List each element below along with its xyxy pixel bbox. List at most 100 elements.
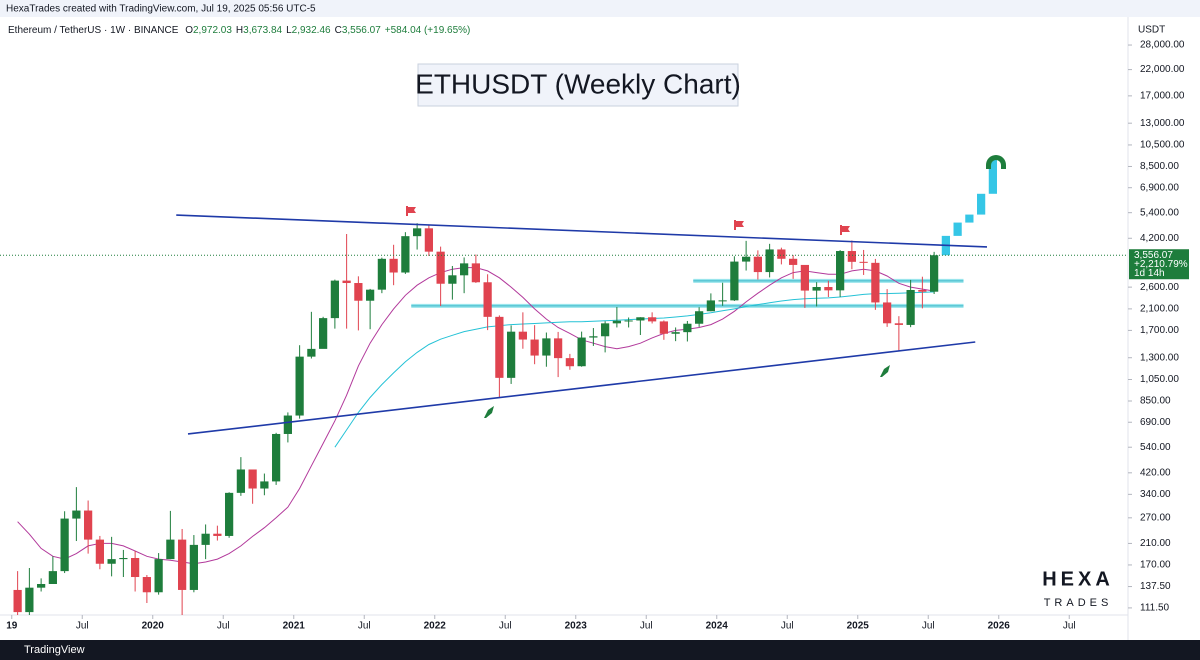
candle-body [283, 415, 292, 434]
candle-body [178, 539, 187, 590]
candle-body [577, 337, 586, 367]
candle-body [142, 577, 151, 593]
candle-body [413, 228, 422, 237]
candle-body [260, 481, 269, 489]
candle-body [119, 557, 128, 560]
x-tick-label: Jul [781, 621, 794, 632]
footer [0, 640, 1200, 660]
x-tick-label: 2023 [565, 621, 588, 632]
flag-icon [736, 221, 744, 227]
projection-bar [988, 158, 997, 194]
candle-body [295, 356, 304, 416]
candle-body [307, 348, 316, 357]
candle-body [530, 339, 539, 356]
candle-body [883, 302, 892, 324]
candle-body [718, 300, 727, 302]
x-tick-label: 2021 [283, 621, 306, 632]
candle-body [800, 264, 809, 291]
projection-bar [953, 222, 962, 236]
symbol-info: Ethereum / TetherUS · 1W · BINANCE O2,97… [8, 25, 470, 36]
magnet-icon [986, 155, 1006, 169]
candle-body [918, 289, 927, 292]
candle-body [894, 323, 903, 325]
y-tick-label: 850.00 [1140, 396, 1171, 407]
candle-body [765, 249, 774, 273]
candle-body [906, 289, 915, 325]
flags [406, 206, 850, 235]
y-tick-label: 4,200.00 [1140, 233, 1179, 244]
candle-body [930, 255, 939, 292]
candle-body [319, 318, 328, 349]
last-price-box [1129, 249, 1189, 280]
candle-body [401, 236, 410, 273]
candle-body [777, 249, 786, 259]
projection-bar [965, 214, 974, 223]
x-tick-label: 2022 [424, 621, 447, 632]
x-tick-label: 2025 [847, 621, 870, 632]
credit: HexaTrades created with TradingView.com,… [6, 4, 316, 15]
ohlc-value: 3,673.84 [243, 25, 282, 36]
candle-body [683, 323, 692, 333]
candle-body [248, 469, 257, 489]
candle-body [730, 261, 739, 301]
candle-body [330, 280, 339, 319]
candle-body [812, 287, 821, 291]
candle-body [37, 583, 46, 588]
candle-body [542, 338, 551, 356]
trendline [176, 214, 988, 248]
flag-icon [406, 206, 408, 216]
candle-body [131, 557, 140, 578]
candle-body [518, 331, 527, 340]
x-tick-label: Jul [358, 621, 371, 632]
ohlc-label: H [236, 25, 243, 36]
ohlc-value: 2,932.46 [292, 25, 331, 36]
candle-body [354, 283, 363, 301]
candle-body [166, 539, 175, 560]
candle-body [742, 256, 751, 262]
last-price-change: +2,210.79% [1134, 259, 1188, 270]
chart-title: ETHUSDT (Weekly Chart) [415, 68, 741, 99]
axis-unit: USDT [1138, 25, 1165, 36]
last-price: 3,556.07 [1134, 250, 1173, 261]
trendline [187, 341, 976, 435]
candle-body [624, 320, 633, 322]
y-tick-label: 170.00 [1140, 560, 1171, 571]
moving-average [334, 291, 935, 448]
candle-body [695, 311, 704, 324]
logo: TRADES [1044, 597, 1113, 609]
y-tick-label: 2,100.00 [1140, 304, 1179, 315]
candle-body [436, 251, 445, 284]
candle-body [471, 263, 480, 283]
candle-body [483, 282, 492, 317]
y-tick-label: 1,300.00 [1140, 352, 1179, 363]
candle-body [154, 559, 163, 593]
y-tick-label: 22,000.00 [1140, 64, 1185, 75]
candle-body [589, 336, 598, 338]
candle-body [189, 544, 198, 590]
candle-body [565, 358, 574, 367]
ohlc-value: 2,972.03 [193, 25, 232, 36]
candle-body [448, 275, 457, 284]
candle-body [48, 571, 57, 584]
ohlc-label: L [286, 25, 292, 36]
candle-body [342, 280, 351, 284]
y-tick-label: 6,900.00 [1140, 182, 1179, 193]
y-tick-label: 690.00 [1140, 417, 1171, 428]
y-tick-label: 2,600.00 [1140, 282, 1179, 293]
y-tick-label: 1,050.00 [1140, 374, 1179, 385]
candle-body [201, 533, 210, 545]
candle-body [60, 518, 69, 572]
y-tick-label: 5,400.00 [1140, 207, 1179, 218]
y-tick-label: 10,500.00 [1140, 140, 1185, 151]
candle-body [836, 251, 845, 291]
y-tick-label: 340.00 [1140, 489, 1171, 500]
y-tick-label: 420.00 [1140, 467, 1171, 478]
flag-icon [842, 226, 850, 232]
y-tick-label: 13,000.00 [1140, 118, 1185, 129]
candle-body [213, 533, 222, 536]
x-tick-label: Jul [217, 621, 230, 632]
ohlc-label: O [185, 25, 193, 36]
x-tick-label: Jul [1063, 621, 1076, 632]
